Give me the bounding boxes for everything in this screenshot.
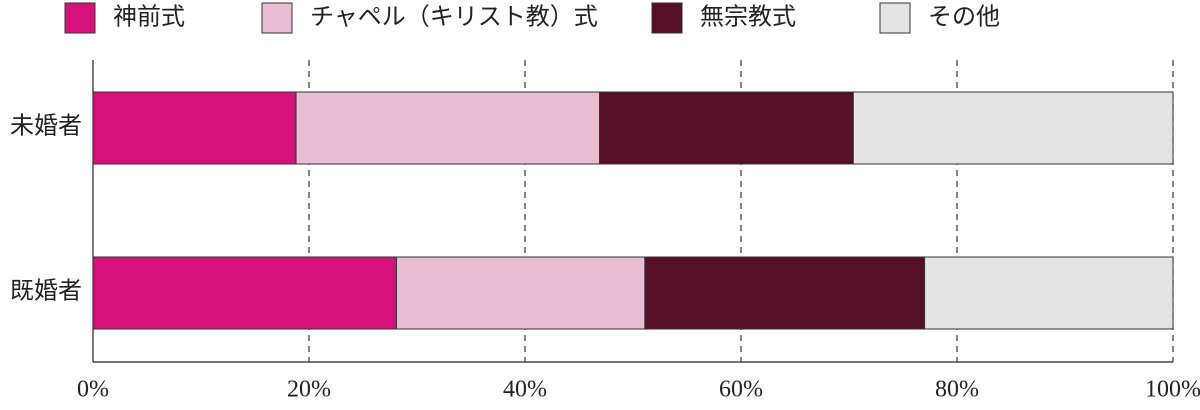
legend-swatch: [261, 2, 293, 34]
bar-segment: [92, 91, 297, 165]
bar-segment: [295, 91, 601, 165]
legend-swatch: [651, 2, 683, 34]
x-tick-label: 80%: [935, 377, 979, 403]
bar-segment: [395, 256, 646, 330]
bar-segment: [644, 256, 926, 330]
legend-label: その他: [928, 4, 1000, 31]
x-tick-label: 100%: [1145, 377, 1200, 403]
legend-label: 無宗教式: [700, 4, 796, 31]
x-tick-label: 0%: [77, 377, 109, 403]
legend-swatch: [879, 2, 911, 34]
bar-segment: [852, 91, 1174, 165]
bar-segment: [92, 256, 397, 330]
bar-segment: [599, 91, 854, 165]
y-tick-label: 既婚者: [10, 278, 82, 305]
x-tick-label: 60%: [719, 377, 763, 403]
x-tick-label: 20%: [287, 377, 331, 403]
legend-swatch: [64, 2, 96, 34]
y-tick-label: 未婚者: [10, 113, 82, 140]
legend-label: チャペル（キリスト教）式: [310, 4, 598, 31]
x-tick-label: 40%: [503, 377, 547, 403]
bar-segment: [924, 256, 1174, 330]
legend-label: 神前式: [113, 4, 185, 31]
